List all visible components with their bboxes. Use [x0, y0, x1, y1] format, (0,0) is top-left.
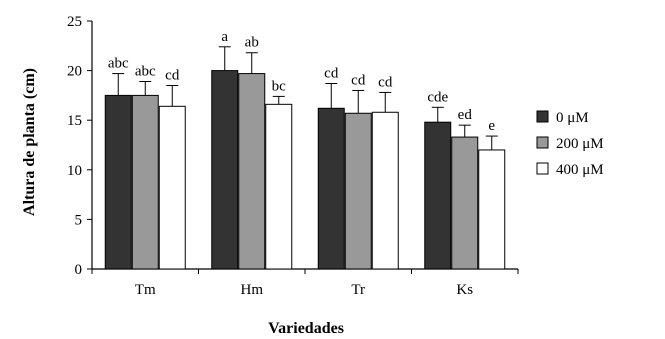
x-tick-label: Ks — [456, 282, 473, 298]
significance-label: ed — [458, 107, 473, 123]
bar — [478, 149, 506, 270]
legend: 0 μM 200 μM 400 μM — [536, 110, 604, 178]
bar — [131, 94, 159, 270]
x-axis-ticks: Tm Hm Tr Ks — [91, 269, 519, 298]
significance-label: cd — [165, 67, 180, 83]
y-tick-label: 0 — [75, 262, 83, 278]
significance-label: cde — [427, 89, 448, 105]
bar — [104, 94, 132, 270]
significance-label: abc — [135, 64, 156, 80]
bar — [265, 103, 293, 270]
bar — [371, 111, 399, 270]
significance-label: e — [488, 118, 495, 134]
legend-label: 200 μM — [556, 136, 604, 152]
y-tick-label: 15 — [67, 113, 82, 129]
bar — [211, 70, 239, 270]
significance-label: a — [221, 29, 228, 45]
bar — [424, 121, 452, 270]
legend-swatch — [536, 162, 549, 175]
y-tick-label: 20 — [67, 64, 82, 80]
y-tick-label: 10 — [67, 163, 82, 179]
significance-label: cd — [378, 74, 393, 90]
x-tick-label: Hm — [241, 282, 264, 298]
significance-label: bc — [272, 78, 287, 94]
y-axis-title: Altura de planta (cm) — [21, 68, 38, 216]
y-axis-ticks: 0 5 10 15 20 25 — [67, 14, 92, 278]
bar — [451, 136, 479, 270]
bar — [238, 73, 266, 270]
bar — [158, 105, 186, 270]
x-axis-title: Variedades — [268, 320, 344, 337]
legend-swatch — [536, 136, 549, 149]
y-tick-label: 25 — [67, 14, 82, 30]
significance-label: abc — [108, 56, 129, 72]
y-tick-label: 5 — [75, 212, 83, 228]
significance-label: ab — [245, 35, 259, 51]
significance-label: cd — [351, 72, 366, 88]
legend-swatch — [536, 110, 549, 123]
bar — [344, 112, 372, 270]
bar — [317, 107, 345, 270]
legend-label: 0 μM — [556, 110, 589, 126]
x-tick-label: Tr — [351, 282, 365, 298]
x-tick-label: Tm — [135, 282, 156, 298]
significance-label: cd — [324, 65, 339, 81]
legend-label: 400 μM — [556, 162, 604, 178]
